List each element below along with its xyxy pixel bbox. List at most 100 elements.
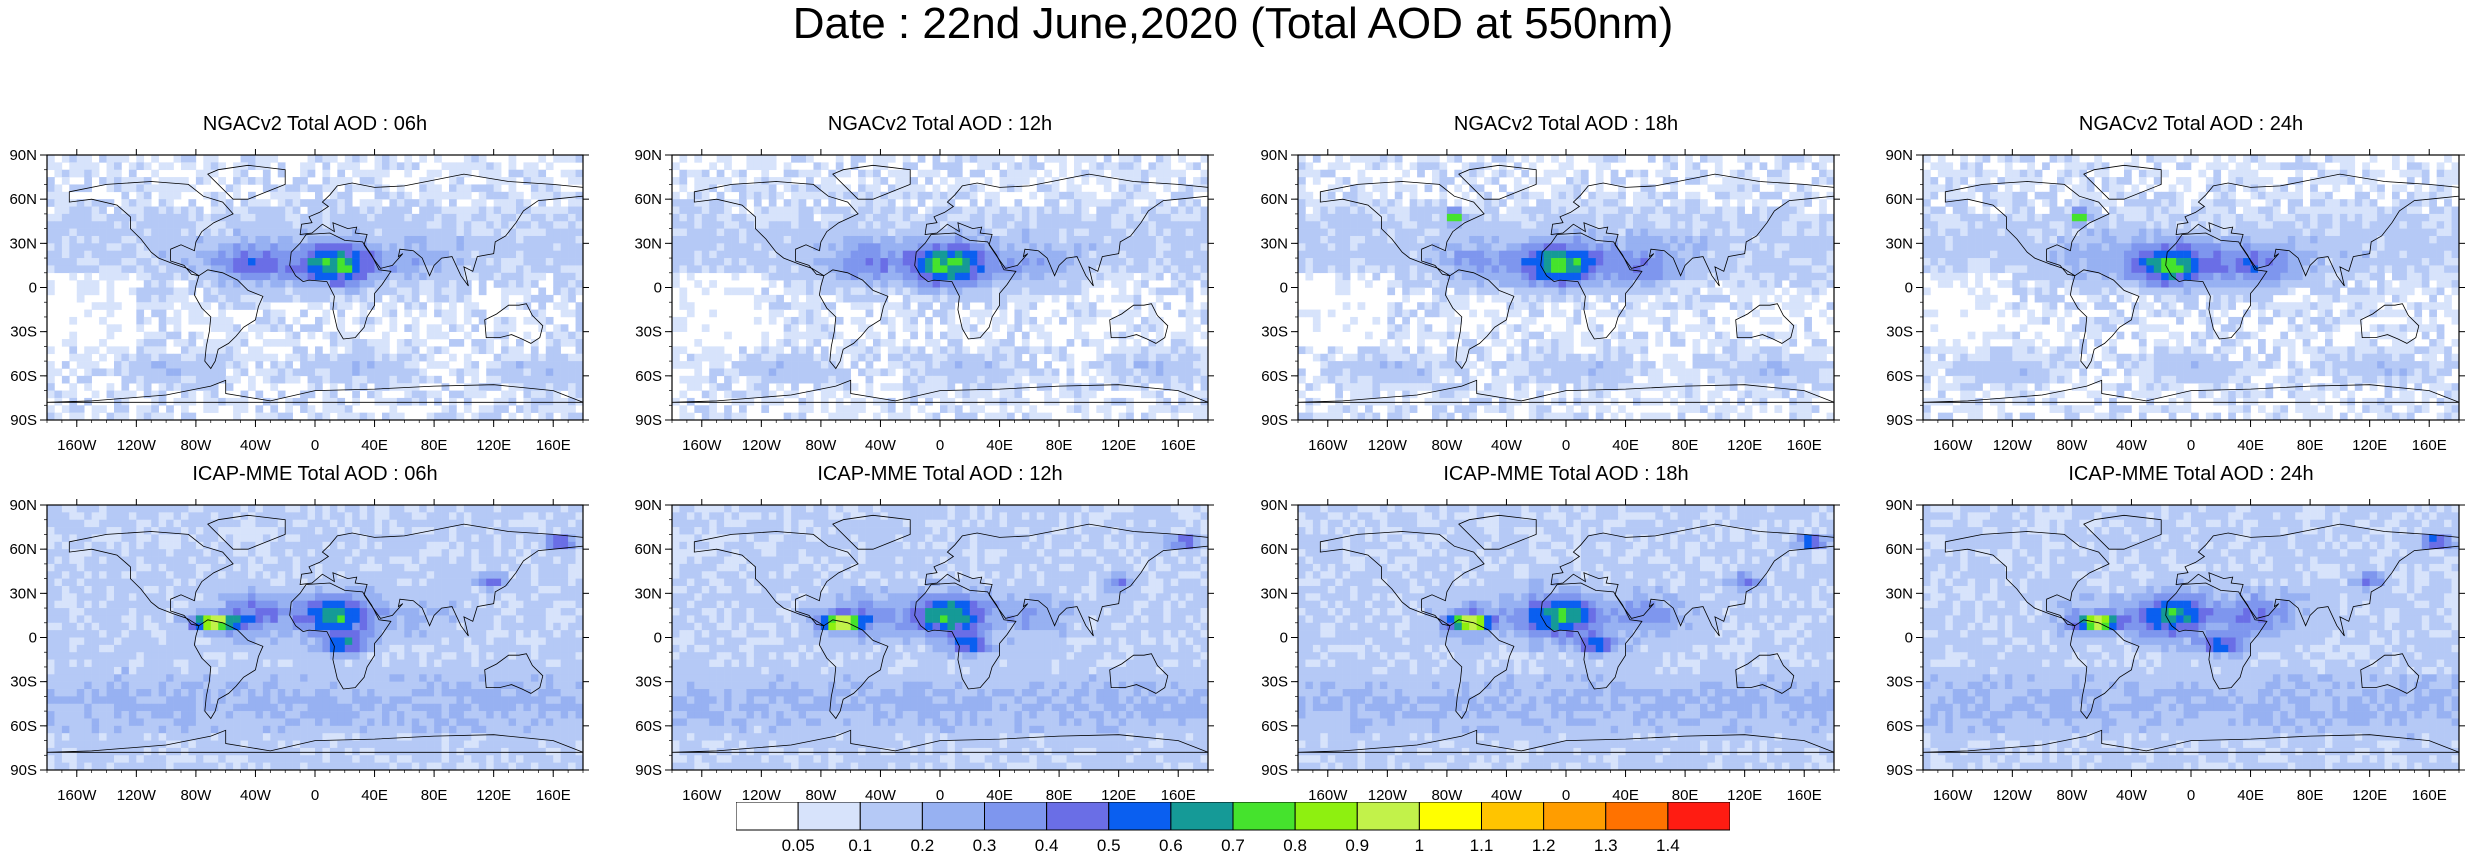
aod-cell	[337, 177, 345, 185]
aod-cell	[1104, 155, 1112, 163]
aod-cell	[1156, 229, 1164, 237]
aod-cell	[843, 251, 851, 259]
aod-cell	[203, 251, 211, 259]
aod-cell	[1126, 258, 1134, 266]
aod-cell	[851, 398, 859, 406]
aod-cell	[471, 162, 479, 170]
aod-cell	[851, 251, 859, 259]
aod-cell	[255, 207, 263, 215]
aod-cell	[486, 236, 494, 244]
aod-cell	[1156, 354, 1164, 362]
aod-cell	[248, 214, 256, 222]
aod-cell	[1134, 324, 1142, 332]
aod-cell	[746, 221, 754, 229]
aod-cell	[880, 368, 888, 376]
aod-cell	[1700, 236, 1708, 244]
aod-cell	[1156, 155, 1164, 163]
aod-cell	[1335, 162, 1343, 170]
aod-cell	[397, 361, 405, 369]
aod-cell	[1000, 280, 1008, 288]
aod-cell	[531, 295, 539, 303]
aod-cell	[1365, 236, 1373, 244]
aod-cell	[776, 258, 784, 266]
aod-cell	[1096, 346, 1104, 354]
aod-cell	[248, 295, 256, 303]
aod-cell	[1029, 280, 1037, 288]
aod-cell	[404, 339, 412, 347]
aod-cell	[568, 221, 576, 229]
aod-cell	[1044, 346, 1052, 354]
aod-cell	[1022, 302, 1030, 310]
aod-cell	[151, 376, 159, 384]
aod-cell	[159, 229, 167, 237]
aod-cell	[1588, 258, 1596, 266]
aod-cell	[813, 236, 821, 244]
aod-cell	[791, 236, 799, 244]
aod-cell	[412, 346, 420, 354]
aod-cell	[523, 361, 531, 369]
aod-cell	[382, 162, 390, 170]
aod-cell	[159, 332, 167, 340]
aod-cell	[561, 376, 569, 384]
aod-cell	[233, 346, 241, 354]
aod-cell	[1067, 184, 1075, 192]
aod-cell	[322, 413, 330, 421]
aod-cell	[1774, 162, 1782, 170]
aod-cell	[1760, 243, 1768, 251]
aod-cell	[1111, 346, 1119, 354]
aod-cell	[345, 354, 353, 362]
aod-cell	[1201, 354, 1209, 362]
aod-cell	[1439, 229, 1447, 237]
aod-cell	[1782, 155, 1790, 163]
aod-cell	[955, 391, 963, 399]
aod-cell	[77, 170, 85, 178]
aod-cell	[1059, 273, 1067, 281]
aod-cell	[278, 376, 286, 384]
aod-cell	[940, 310, 948, 318]
aod-cell	[174, 236, 182, 244]
aod-cell	[955, 170, 963, 178]
aod-cell	[977, 170, 985, 178]
aod-cell	[1514, 214, 1522, 222]
aod-cell	[732, 288, 740, 296]
aod-cell	[248, 229, 256, 237]
aod-cell	[672, 317, 680, 325]
aod-cell	[1104, 405, 1112, 413]
aod-cell	[888, 398, 896, 406]
aod-cell	[1119, 155, 1127, 163]
aod-cell	[218, 221, 226, 229]
aod-cell	[1081, 405, 1089, 413]
aod-cell	[1469, 177, 1477, 185]
aod-cell	[1178, 229, 1186, 237]
aod-cell	[1343, 229, 1351, 237]
aod-cell	[1298, 155, 1306, 163]
aod-cell	[397, 280, 405, 288]
aod-cell	[166, 383, 174, 391]
aod-cell	[1178, 251, 1186, 259]
aod-cell	[992, 273, 1000, 281]
main-title: Date : 22nd June,2020 (Total AOD at 550n…	[0, 0, 2466, 48]
aod-cell	[449, 162, 457, 170]
aod-cell	[873, 199, 881, 207]
aod-cell	[1059, 155, 1067, 163]
aod-cell	[1358, 214, 1366, 222]
aod-cell	[1626, 214, 1634, 222]
aod-cell	[769, 295, 777, 303]
aod-cell	[114, 258, 122, 266]
aod-cell	[382, 221, 390, 229]
aod-cell	[367, 265, 375, 273]
aod-cell	[1007, 243, 1015, 251]
aod-cell	[144, 221, 152, 229]
aod-cell	[1700, 199, 1708, 207]
aod-cell	[1134, 346, 1142, 354]
aod-cell	[300, 398, 308, 406]
aod-cell	[471, 265, 479, 273]
aod-cell	[724, 376, 732, 384]
aod-cell	[799, 280, 807, 288]
aod-cell	[791, 302, 799, 310]
aod-cell	[1148, 258, 1156, 266]
aod-cell	[1469, 199, 1477, 207]
aod-cell	[531, 229, 539, 237]
aod-cell	[1782, 214, 1790, 222]
aod-cell	[1819, 236, 1827, 244]
